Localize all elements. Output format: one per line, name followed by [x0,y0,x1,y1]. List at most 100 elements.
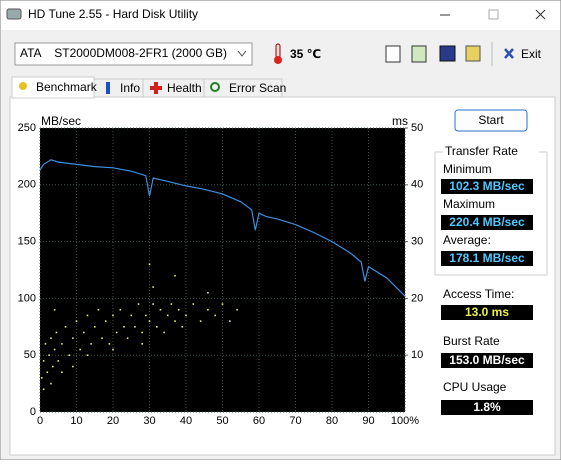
tab-icon [150,82,162,94]
x-tick-label: 100% [391,415,419,427]
access-time-point [41,377,43,379]
access-time-point [156,326,158,328]
x-tick-label: 40 [180,415,192,427]
stat-label: CPU Usage [443,380,507,394]
stat-value: 1.8% [473,400,501,414]
x-tick-label: 60 [253,415,265,427]
access-time-point [46,371,49,374]
access-time-point [145,314,147,317]
stat-value: 178.1 MB/sec [449,251,525,265]
maximize-button[interactable] [488,9,499,20]
access-time-point [137,303,140,305]
stat-value: 220.4 MB/sec [449,215,525,229]
access-time-point [123,326,125,328]
copy-all-button[interactable] [411,45,427,63]
access-time-point [51,365,54,368]
tab-icon [210,82,220,92]
access-time-point [134,326,136,328]
access-time-point [159,308,162,311]
access-time-point [61,343,63,345]
exit-button[interactable]: Exit [521,47,542,61]
stat-value: 102.3 MB/sec [449,179,525,193]
access-time-point [141,343,143,345]
access-time-point [101,337,103,339]
access-time-point [108,343,111,345]
stat-value: 13.0 ms [465,305,509,319]
tab-label: Benchmark [36,80,98,94]
y-tick-label: 150 [18,236,36,248]
access-time-point [75,320,78,322]
y2-tick-label: 10 [411,349,423,361]
y-tick-label: 50 [24,349,36,361]
x-tick-label: 10 [70,415,82,427]
access-time-point [83,331,85,334]
access-time-point [90,343,92,345]
y-tick-label: 250 [18,122,36,134]
window-title: HD Tune 2.55 - Hard Disk Utility [28,7,198,21]
access-time-point [119,308,122,311]
access-time-point [72,365,74,368]
access-time-point [207,291,209,294]
y-tick-label: 100 [18,292,36,304]
x-tick-label: 20 [107,415,119,427]
x-tick-label: 90 [362,415,374,427]
access-time-point [44,343,47,345]
access-time-point [55,331,58,334]
access-time-point [112,348,114,351]
copy-button[interactable] [385,45,401,63]
tab-icon [106,82,110,94]
stat-label: Access Time: [443,287,514,301]
y-tick-label: 0 [30,406,36,418]
access-time-point [42,388,45,391]
app-icon [6,8,22,20]
access-time-point [166,314,169,317]
access-time-point [199,320,202,322]
drive-select[interactable] [14,42,253,66]
y2-tick-label: 50 [411,122,423,134]
start-button[interactable] [454,109,528,132]
access-time-point [185,314,187,317]
stat-box [441,215,533,230]
access-time-point [130,314,133,317]
access-time-point [86,354,89,356]
access-time-point [174,320,176,322]
thermometer [275,43,281,59]
save-button[interactable] [439,45,456,62]
access-time-point [53,348,56,351]
access-time-point [236,308,238,311]
tab-error-scan[interactable] [203,78,283,98]
stat-box [441,400,533,415]
y-tick-label: 200 [18,179,36,191]
x-tick-label: 50 [216,415,228,427]
access-time-point [221,303,224,305]
group-title: Transfer Rate [445,144,518,158]
x-tick-label: 80 [326,415,338,427]
title-bar [1,1,560,30]
access-time-point [192,303,195,305]
access-time-point [68,354,70,356]
access-time-point [148,320,151,322]
access-time-point [57,360,60,362]
thermometer-bulb [274,56,282,64]
stat-box [441,305,533,320]
options-button[interactable] [465,45,481,62]
access-time-point [174,274,176,277]
access-time-point [79,348,81,351]
stat-value: 153.0 MB/sec [449,353,525,367]
access-time-point [104,320,107,322]
access-time-point [126,337,129,339]
stat-box [441,353,533,368]
stat-label: Minimum [443,162,492,176]
y-axis-label: MB/sec [41,114,81,128]
access-time-point [61,371,63,374]
stat-box [441,251,533,266]
x-tick-label: 70 [289,415,301,427]
access-time-point [141,331,143,334]
stat-box [441,179,533,194]
close-button[interactable] [535,9,546,20]
access-time-point [115,331,118,334]
access-time-point [50,337,52,339]
access-time-point [53,308,56,311]
